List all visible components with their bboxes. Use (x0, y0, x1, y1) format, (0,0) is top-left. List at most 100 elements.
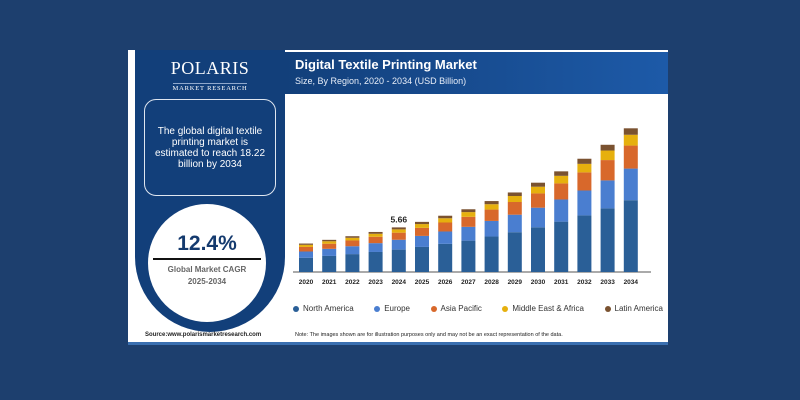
bar-2024-middle-east-africa (391, 229, 406, 233)
bar-2034-north-america (623, 200, 638, 272)
x-tick-label: 2028 (484, 279, 499, 286)
bar-2031-asia-pacific (554, 183, 569, 200)
chart-subtitle: Size, By Region, 2020 - 2034 (USD Billio… (295, 76, 467, 86)
bar-2022-middle-east-africa (345, 237, 360, 241)
bar-2033-europe (600, 180, 615, 209)
bar-2033-middle-east-africa (600, 150, 615, 161)
bar-2030-latin-america (531, 182, 545, 187)
bar-2023-north-america (368, 251, 383, 272)
logo-sub: MARKET RESEARCH (172, 83, 248, 92)
legend-item: Asia Pacific (430, 304, 482, 313)
bottom-border (128, 342, 668, 345)
bar-2028-latin-america (484, 201, 499, 205)
bar-2024-europe (391, 239, 406, 250)
x-tick-label: 2024 (392, 279, 407, 286)
bar-2023-asia-pacific (368, 236, 383, 244)
bar-2029-europe (507, 214, 522, 233)
bar-2032-north-america (577, 215, 592, 272)
x-tick-label: 2031 (554, 279, 569, 286)
bar-2021-latin-america (322, 239, 337, 242)
legend-label: Asia Pacific (440, 304, 482, 313)
bar-2021-middle-east-africa (322, 241, 337, 244)
x-tick-label: 2021 (322, 279, 337, 286)
chart-header (285, 52, 668, 94)
bar-2024-north-america (391, 249, 406, 272)
bar-2033-latin-america (600, 144, 615, 151)
bar-2026-latin-america (438, 215, 453, 219)
bar-2020-asia-pacific (299, 246, 313, 252)
polaris-logo: POLARIS MARKET RESEARCH (135, 59, 285, 95)
bar-2022-europe (345, 246, 360, 255)
bar-2034-latin-america (623, 128, 638, 135)
cagr-circle: 12.4% Global Market CAGR 2025-2034 (148, 204, 266, 322)
bar-2029-latin-america (507, 192, 522, 197)
bar-2027-europe (461, 226, 476, 241)
legend-label: Latin America (614, 304, 663, 313)
bar-2023-middle-east-africa (368, 233, 383, 237)
x-tick-label: 2022 (345, 279, 360, 286)
bar-2025-europe (415, 235, 429, 247)
legend-dot-icon (293, 305, 299, 312)
bar-2020-europe (299, 251, 313, 258)
x-tick-label: 2034 (624, 279, 639, 286)
info-box: The global digital textile printing mark… (144, 99, 276, 196)
info-text: The global digital textile printing mark… (154, 125, 266, 170)
x-tick-label: 2033 (600, 279, 615, 286)
bar-2021-europe (322, 248, 337, 256)
note-text: Note: The images shown are for illustrat… (295, 332, 563, 338)
bar-2030-asia-pacific (531, 193, 545, 208)
bar-2033-north-america (600, 208, 615, 272)
bar-2026-europe (438, 231, 453, 244)
bar-2020-latin-america (299, 243, 313, 245)
x-tick-label: 2032 (577, 279, 592, 286)
x-tick-label: 2030 (531, 279, 546, 286)
bar-2027-middle-east-africa (461, 212, 476, 217)
bar-2026-north-america (438, 243, 453, 272)
bar-2031-latin-america (554, 171, 569, 176)
bar-2023-latin-america (368, 231, 383, 234)
cagr-period: 2025-2034 (187, 277, 227, 286)
x-tick-label: 2027 (461, 279, 476, 286)
bar-2030-europe (531, 207, 545, 228)
x-tick-label: 2023 (368, 279, 383, 286)
bar-2028-north-america (484, 236, 499, 272)
legend-label: Middle East & Africa (512, 304, 584, 313)
bar-2031-middle-east-africa (554, 175, 569, 184)
bar-2031-europe (554, 199, 569, 222)
x-tick-label: 2020 (299, 279, 314, 286)
bar-2029-north-america (507, 232, 522, 272)
legend-item: Middle East & Africa (502, 304, 584, 313)
bar-2026-asia-pacific (438, 222, 453, 232)
bar-2027-north-america (461, 240, 476, 272)
bar-2024-latin-america (391, 227, 406, 230)
bar-2032-latin-america (577, 158, 592, 164)
bar-2030-north-america (531, 227, 545, 272)
bar-2028-europe (484, 220, 499, 237)
bar-2022-latin-america (345, 236, 360, 238)
legend-dot-icon (430, 305, 437, 312)
bar-2032-asia-pacific (577, 172, 592, 191)
bar-2025-north-america (415, 246, 429, 272)
bar-2021-north-america (322, 255, 337, 272)
data-label: 5.66 (391, 214, 408, 224)
cagr-value: 12.4% (177, 232, 237, 255)
bar-2022-north-america (345, 254, 360, 272)
x-tick-label: 2026 (438, 279, 453, 286)
legend-item: Latin America (604, 304, 663, 313)
bar-2031-north-america (554, 221, 569, 272)
logo-name: POLARIS (170, 58, 250, 78)
chart-legend: North America Europe Asia Pacific Middle Ea… (293, 304, 663, 313)
legend-dot-icon (374, 305, 381, 312)
bar-2027-asia-pacific (461, 216, 476, 227)
legend-label: Europe (384, 304, 410, 313)
bar-2025-latin-america (415, 221, 429, 225)
bar-2028-middle-east-africa (484, 204, 499, 210)
bar-2034-middle-east-africa (623, 134, 638, 146)
bar-2033-asia-pacific (600, 160, 615, 181)
bar-2030-middle-east-africa (531, 186, 545, 194)
legend-dot-icon (604, 305, 611, 312)
bar-2024-asia-pacific (391, 232, 406, 240)
bar-2023-europe (368, 243, 383, 252)
bar-2034-asia-pacific (623, 145, 638, 169)
bar-2032-middle-east-africa (577, 163, 592, 173)
